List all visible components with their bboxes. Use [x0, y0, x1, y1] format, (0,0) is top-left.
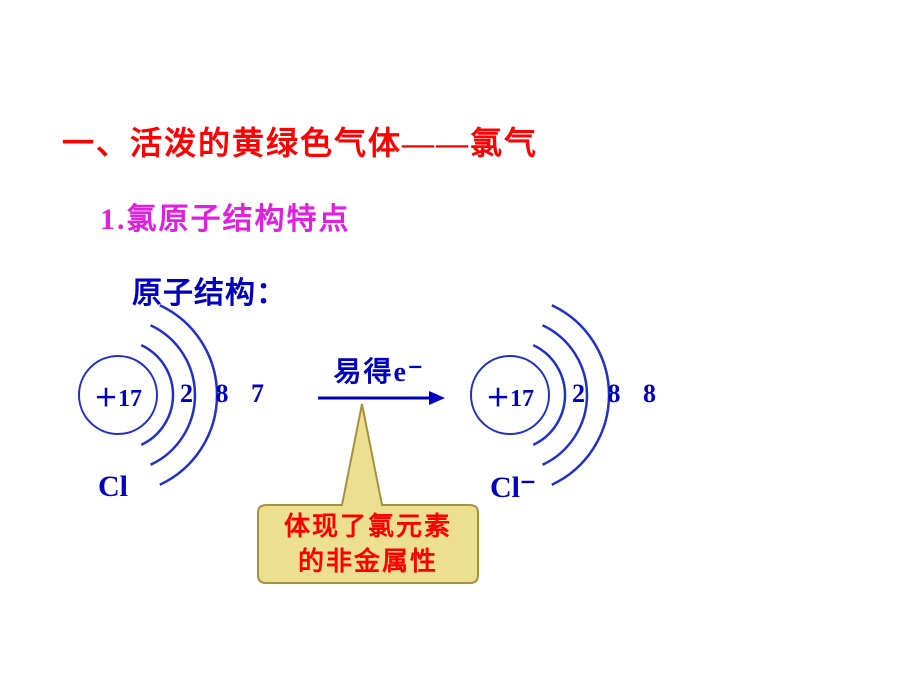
callout-line1: 体现了氯元素	[284, 512, 452, 541]
callout-line2: 的非金属性	[298, 547, 438, 576]
callout-text: 体现了氯元素 的非金属性	[258, 509, 478, 579]
slide: 一、活泼的黄绿色气体——氯气 1.氯原子结构特点 原子结构： ＋17 2 8 7…	[0, 0, 920, 690]
callout-shape	[0, 0, 920, 690]
